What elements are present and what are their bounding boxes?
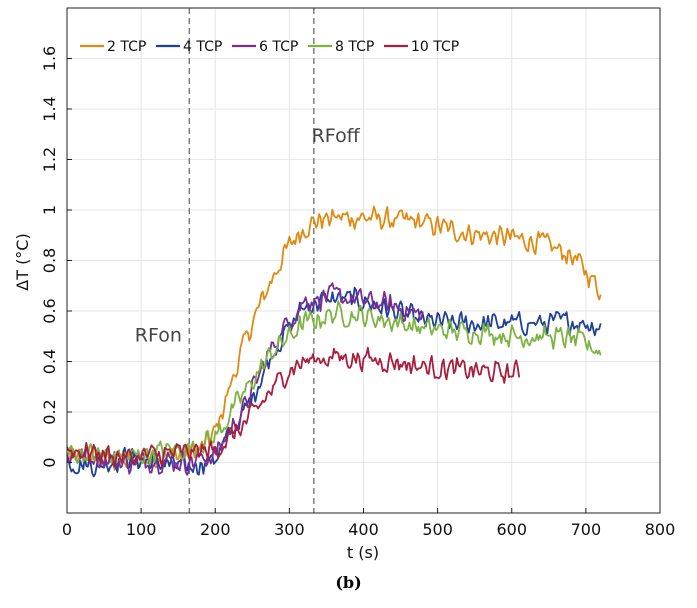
legend-label: 10 TCP [411, 39, 459, 55]
x-tick-label: 700 [571, 520, 602, 539]
y-tick-label: 0 [40, 457, 59, 467]
y-tick-label: 0.8 [40, 248, 59, 273]
x-tick-label: 800 [645, 520, 676, 539]
legend: 2 TCP 4 TCP 6 TCP 8 TCP 10 TCP [80, 39, 459, 55]
legend-label: 6 TCP [259, 39, 298, 55]
x-tick-label: 600 [496, 520, 527, 539]
y-tick-label: 1.6 [40, 46, 59, 71]
y-tick-label: 0.4 [40, 349, 59, 374]
legend-label: 8 TCP [335, 39, 374, 55]
annotation-rfoff: RFoff [312, 125, 361, 147]
y-tick-label: 1.4 [40, 96, 59, 121]
x-tick-label: 200 [200, 520, 231, 539]
annotation-rfon: RFon [135, 324, 182, 346]
series-group [66, 205, 602, 478]
series-line-5 [66, 346, 521, 468]
y-axis-label: ΔT (°C) [13, 233, 32, 290]
line-chart: 0 100 200 300 400 500 600 700 800 0 0.2 0.4 0.6 0.8 1… [13, 7, 675, 562]
legend-label: 4 TCP [183, 39, 222, 55]
x-tick-label: 300 [274, 520, 305, 539]
y-tick-label: 1.2 [40, 147, 59, 172]
x-tick-label: 0 [62, 520, 72, 539]
series-line-3 [66, 282, 424, 476]
x-tick-label: 400 [348, 520, 379, 539]
y-axis: 0 0.2 0.4 0.6 0.8 1 1.2 1.4 1.6 [40, 46, 72, 468]
y-tick-label: 0.2 [40, 399, 59, 424]
series-line-1 [66, 205, 602, 471]
grid [66, 8, 661, 513]
x-axis-label: t (s) [347, 543, 379, 562]
y-tick-label: 0.6 [40, 298, 59, 323]
event-markers [188, 8, 315, 513]
legend-label: 2 TCP [107, 39, 146, 55]
annotations: RFon RFoff [135, 125, 361, 346]
y-tick-label: 1 [40, 205, 59, 215]
figure-caption: (b) [335, 573, 362, 592]
x-tick-label: 100 [126, 520, 157, 539]
x-tick-label: 500 [422, 520, 453, 539]
x-axis: 0 100 200 300 400 500 600 700 800 [62, 508, 675, 539]
